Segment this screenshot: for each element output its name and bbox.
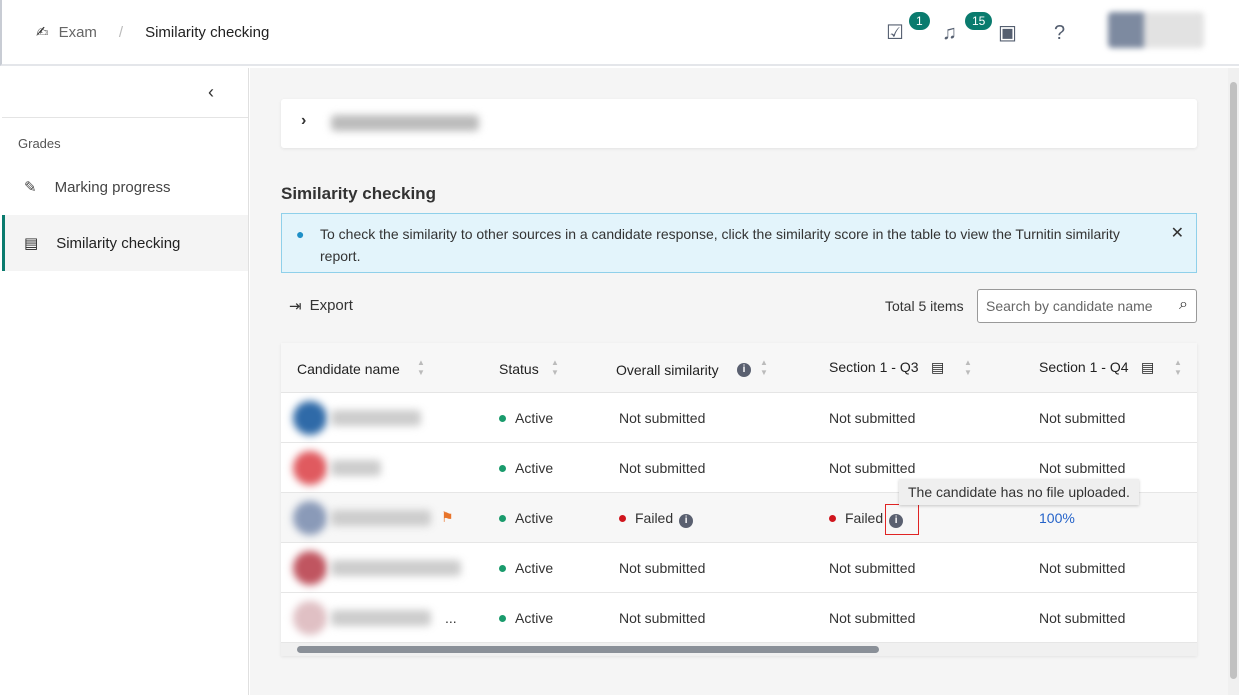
sort-icon[interactable]: ▲ ▼	[417, 358, 425, 377]
status-badge: Active	[499, 610, 553, 626]
blurred-candidate-name[interactable]	[331, 560, 461, 576]
sort-icon[interactable]: ▲ ▼	[760, 358, 768, 377]
collapse-sidebar-button[interactable]: ‹	[208, 82, 214, 102]
sidebar-item-similarity-checking[interactable]: ▤ Similarity checking	[2, 215, 248, 271]
clipboard-question-icon: ▤	[1141, 359, 1155, 375]
cell-value: Not submitted	[1039, 560, 1126, 576]
info-text: To check the similarity to other sources…	[320, 226, 1120, 264]
info-icon[interactable]: i	[737, 363, 751, 377]
sort-icon[interactable]: ▲ ▼	[1174, 358, 1182, 377]
status-badge: Active	[499, 510, 553, 526]
export-button[interactable]: ⇥ Export	[289, 297, 353, 315]
clipboard-question-icon: ▤	[931, 359, 945, 375]
cell-value: Not submitted	[1039, 610, 1126, 626]
sort-icon[interactable]: ▲ ▼	[551, 358, 559, 377]
table-row: Active Not submitted Not submitted Not s…	[281, 393, 1197, 443]
cell-value: Not submitted	[829, 460, 916, 476]
comment-icon: ●	[296, 226, 305, 242]
cell-value: Not submitted	[829, 410, 916, 426]
close-icon[interactable]: ✕	[1170, 225, 1184, 242]
avatar	[293, 451, 327, 485]
col-candidate-name[interactable]: Candidate name	[297, 361, 400, 377]
blurred-candidate-name[interactable]	[331, 460, 381, 476]
truncation-ellipsis: ...	[445, 610, 457, 626]
info-icon[interactable]: i	[889, 514, 904, 528]
failed-status: Failed i	[829, 510, 904, 528]
status-badge: Active	[499, 560, 553, 576]
cell-value: Not submitted	[619, 610, 706, 626]
search-input[interactable]: Search by candidate name ⌕	[977, 289, 1197, 323]
exam-icon: ✍	[36, 24, 49, 41]
info-banner: ● To check the similarity to other sourc…	[281, 213, 1197, 273]
similarity-score-link[interactable]: 100%	[1039, 510, 1075, 526]
page-title: Similarity checking	[281, 184, 436, 203]
breadcrumb: ✍ Exam / Similarity checking	[36, 23, 270, 42]
briefcase-clock-button[interactable]: ▣	[998, 18, 1054, 50]
blurred-candidate-name[interactable]	[331, 410, 421, 426]
tasks-button[interactable]: ☑ 1	[886, 12, 942, 50]
sort-icon[interactable]: ▲ ▼	[964, 358, 972, 377]
chevron-right-icon: ›	[301, 112, 307, 129]
briefcase-clock-icon: ▣	[998, 22, 1017, 44]
table-row: ... Active Not submitted Not submitted N…	[281, 593, 1197, 643]
col-overall-similarity[interactable]: Overall similarity	[616, 362, 719, 378]
table-header: Candidate name ▲ ▼ Status ▲ ▼ Overall simila…	[281, 343, 1197, 393]
breadcrumb-current: Similarity checking	[145, 23, 270, 41]
cell-value: Not submitted	[829, 610, 916, 626]
main-content: › Similarity checking ● To check the sim…	[250, 68, 1228, 695]
question-circle-icon: ?	[1054, 22, 1066, 44]
tasks-badge: 1	[909, 12, 930, 30]
table-row: Active Not submitted Not submitted Not s…	[281, 543, 1197, 593]
info-icon[interactable]: i	[679, 514, 694, 528]
cell-value: Not submitted	[1039, 410, 1126, 426]
status-badge: Active	[499, 410, 553, 426]
sidebar-item-label: Similarity checking	[56, 234, 181, 252]
col-status[interactable]: Status	[499, 361, 539, 377]
total-items: Total 5 items	[885, 298, 964, 314]
table-row: Active Not submitted Not submitted Not s…	[281, 443, 1197, 493]
failed-status: Failed i	[619, 510, 694, 528]
blurred-candidate-name[interactable]	[331, 510, 431, 526]
col-section1-q4[interactable]: Section 1 - Q4	[1039, 359, 1129, 375]
top-bar: ✍ Exam / Similarity checking ☑ 1 ♫ 15 ▣ ?	[0, 0, 1239, 66]
horizontal-scrollbar[interactable]	[281, 643, 1197, 656]
col-section1-q3[interactable]: Section 1 - Q3	[829, 359, 919, 375]
avatar	[293, 401, 327, 435]
avatar	[293, 601, 327, 635]
cell-value: Not submitted	[619, 460, 706, 476]
cell-value: Not submitted	[829, 560, 916, 576]
vertical-scrollbar[interactable]	[1228, 68, 1239, 695]
help-button[interactable]: ?	[1054, 18, 1110, 50]
pencil-icon: ✎	[24, 179, 37, 196]
file-export-icon: ⇥	[289, 298, 302, 315]
cell-value: Not submitted	[619, 410, 706, 426]
clipboard-check-icon: ☑	[886, 22, 904, 44]
blurred-exam-name	[331, 115, 479, 131]
search-placeholder: Search by candidate name	[986, 298, 1153, 314]
export-label: Export	[309, 297, 353, 314]
status-badge: Active	[499, 460, 553, 476]
blurred-candidate-name[interactable]	[331, 610, 431, 626]
exam-collapsible-panel[interactable]: ›	[281, 99, 1197, 148]
breadcrumb-exam[interactable]: Exam	[58, 23, 97, 41]
bell-icon: ♫	[942, 22, 957, 44]
highlight-box	[885, 504, 919, 535]
avatar	[293, 551, 327, 585]
sidebar-item-marking-progress[interactable]: ✎ Marking progress	[2, 159, 248, 215]
cell-value: Not submitted	[1039, 460, 1126, 476]
sidebar-group-label: Grades	[18, 136, 61, 151]
sidebar-item-label: Marking progress	[54, 178, 171, 196]
notifications-button[interactable]: ♫ 15	[942, 12, 998, 50]
flag-icon: ⚑	[441, 509, 454, 525]
clipboard-list-icon: ▤	[24, 235, 39, 252]
search-icon[interactable]: ⌕	[1179, 296, 1188, 313]
sidebar: ‹ Grades ✎ Marking progress ▤ Similarity c…	[2, 68, 249, 695]
notifications-badge: 15	[965, 12, 993, 30]
avatar	[293, 501, 327, 535]
breadcrumb-separator: /	[118, 23, 124, 41]
cell-value: Not submitted	[619, 560, 706, 576]
tooltip: The candidate has no file uploaded.	[899, 479, 1139, 505]
user-avatar[interactable]	[1108, 12, 1204, 48]
